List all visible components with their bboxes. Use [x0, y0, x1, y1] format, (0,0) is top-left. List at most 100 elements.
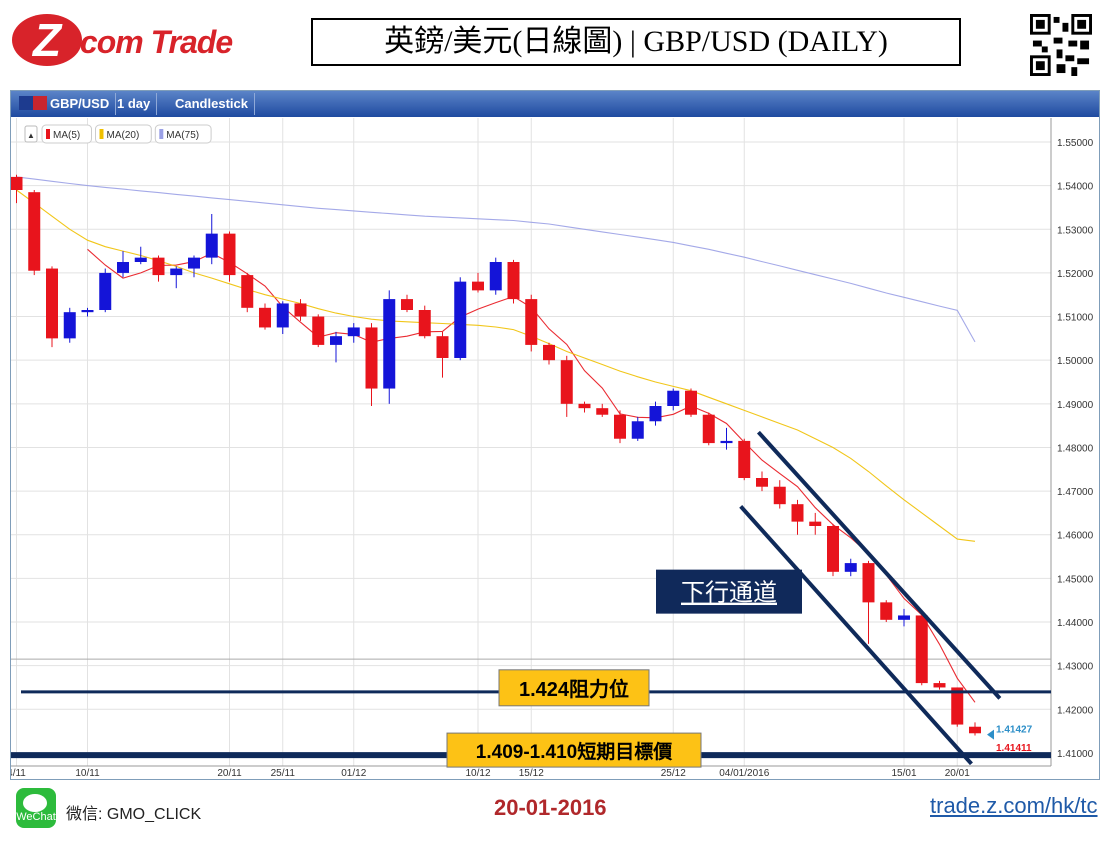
- logo-z-mark: Z: [12, 14, 82, 66]
- candle-body: [525, 299, 538, 345]
- channel-lower-line: [739, 505, 973, 766]
- candle-body: [685, 390, 697, 415]
- candle-body: [383, 299, 396, 389]
- wechat-id: 微信: GMO_CLICK: [66, 806, 202, 823]
- x-tick-label: 20/11: [217, 768, 242, 779]
- candle-body: [898, 615, 910, 620]
- x-tick-label: 25/11: [271, 768, 296, 779]
- legend-label: MA(5): [53, 130, 80, 141]
- candle-body: [578, 403, 591, 409]
- x-tick-label: 15/01: [891, 768, 916, 779]
- legend-collapse-icon: ▲: [27, 131, 35, 140]
- candle-body: [312, 316, 325, 345]
- candle-body: [294, 303, 307, 317]
- price-marker-icon: [987, 729, 994, 740]
- candle-body: [827, 526, 839, 572]
- y-tick-label: 1.49000: [1057, 400, 1094, 411]
- legend-chip: [154, 124, 212, 144]
- legend-swatch: [159, 129, 164, 139]
- timeframe-button[interactable]: 1 day: [111, 93, 158, 115]
- candle-body: [365, 327, 378, 389]
- resistance-label: 1.424阻力位: [519, 677, 629, 701]
- candle-body: [28, 192, 41, 271]
- y-tick-label: 1.43000: [1057, 662, 1094, 673]
- legend-swatch: [99, 129, 104, 139]
- report-date: 20-01-2016: [494, 795, 607, 820]
- page-title: 英鎊/美元(日線圖) | GBP/USD (DAILY): [311, 18, 961, 66]
- candle-body: [241, 275, 254, 308]
- x-tick-label: 4/11: [11, 768, 26, 779]
- y-tick-label: 1.52000: [1057, 269, 1094, 280]
- logo-wordmark: .com Trade: [72, 24, 233, 60]
- symbol-label: GBP/USD: [50, 96, 110, 111]
- x-tick-label: 10/11: [75, 768, 100, 779]
- candle-body: [99, 272, 112, 310]
- y-tick-label: 1.50000: [1057, 356, 1094, 367]
- target-label: 1.409-1.410短期目標價: [476, 740, 673, 763]
- wechat-icon: WeChat: [16, 788, 56, 828]
- candle-body: [596, 408, 609, 415]
- candle-body: [205, 233, 218, 258]
- chart-toolbar: GBP/USD 1 day Candlestick: [11, 91, 1099, 117]
- y-tick-label: 1.48000: [1057, 443, 1094, 454]
- y-tick-label: 1.53000: [1057, 225, 1094, 236]
- candle-body: [844, 563, 857, 572]
- candle-body: [631, 421, 644, 439]
- candle-body: [472, 281, 484, 291]
- candle-body: [791, 504, 804, 522]
- candle-body: [560, 360, 573, 404]
- y-tick-label: 1.46000: [1057, 531, 1094, 542]
- candle-body: [862, 563, 875, 603]
- candle-body: [259, 307, 271, 328]
- candle-body: [223, 233, 236, 276]
- candle-body: [667, 390, 680, 406]
- chart-style-button[interactable]: Candlestick: [169, 93, 255, 115]
- legend-label: MA(75): [166, 130, 199, 141]
- channel-upper-line: [756, 430, 1002, 700]
- candle-body: [134, 257, 147, 262]
- candle-body: [347, 327, 360, 337]
- zcom-trade-logo: Z .com Trade: [12, 12, 252, 72]
- candle-body: [507, 262, 520, 300]
- y-tick-label: 1.51000: [1057, 313, 1094, 324]
- price-label: 1.41411: [996, 743, 1032, 754]
- candle-body: [720, 440, 733, 444]
- candle-body: [81, 310, 94, 313]
- y-tick-label: 1.47000: [1057, 487, 1094, 498]
- candle-body: [809, 521, 822, 526]
- candle-body: [773, 486, 786, 505]
- candle-body: [63, 312, 76, 339]
- legend-chip: [95, 124, 152, 144]
- candle-body: [436, 336, 449, 358]
- candle-body: [915, 615, 928, 684]
- candle-body: [951, 687, 964, 725]
- candle-body: [969, 726, 981, 734]
- x-tick-label: 25/12: [661, 768, 686, 779]
- gbp-usd-flag-icon: [19, 96, 47, 110]
- x-tick-label: 20/01: [945, 768, 970, 779]
- website-link[interactable]: trade.z.com/hk/tc: [930, 793, 1098, 818]
- y-tick-label: 1.54000: [1057, 182, 1094, 193]
- candle-body: [46, 268, 58, 339]
- legend-label: MA(20): [107, 130, 140, 141]
- channel-label: 下行通道: [681, 580, 777, 607]
- candle-body: [454, 281, 467, 358]
- legend-collapse-button: [24, 125, 38, 143]
- candle-body: [170, 268, 183, 276]
- candle-body: [418, 310, 431, 337]
- candle-body: [880, 602, 893, 620]
- x-tick-label: 10/12: [465, 768, 490, 779]
- symbol-button[interactable]: GBP/USD: [13, 93, 117, 115]
- legend-swatch: [46, 129, 50, 139]
- y-tick-label: 1.45000: [1057, 574, 1094, 585]
- candle-body: [614, 414, 626, 439]
- x-tick-label: 01/12: [341, 768, 366, 779]
- candle-body: [756, 478, 768, 487]
- y-tick-label: 1.44000: [1057, 618, 1094, 629]
- candle-body: [276, 303, 289, 328]
- candle-body: [649, 406, 662, 422]
- y-tick-label: 1.41000: [1057, 749, 1094, 760]
- candle-body: [11, 176, 23, 190]
- ma-line-ma75: [16, 176, 976, 343]
- qr-code-icon: [1030, 14, 1092, 76]
